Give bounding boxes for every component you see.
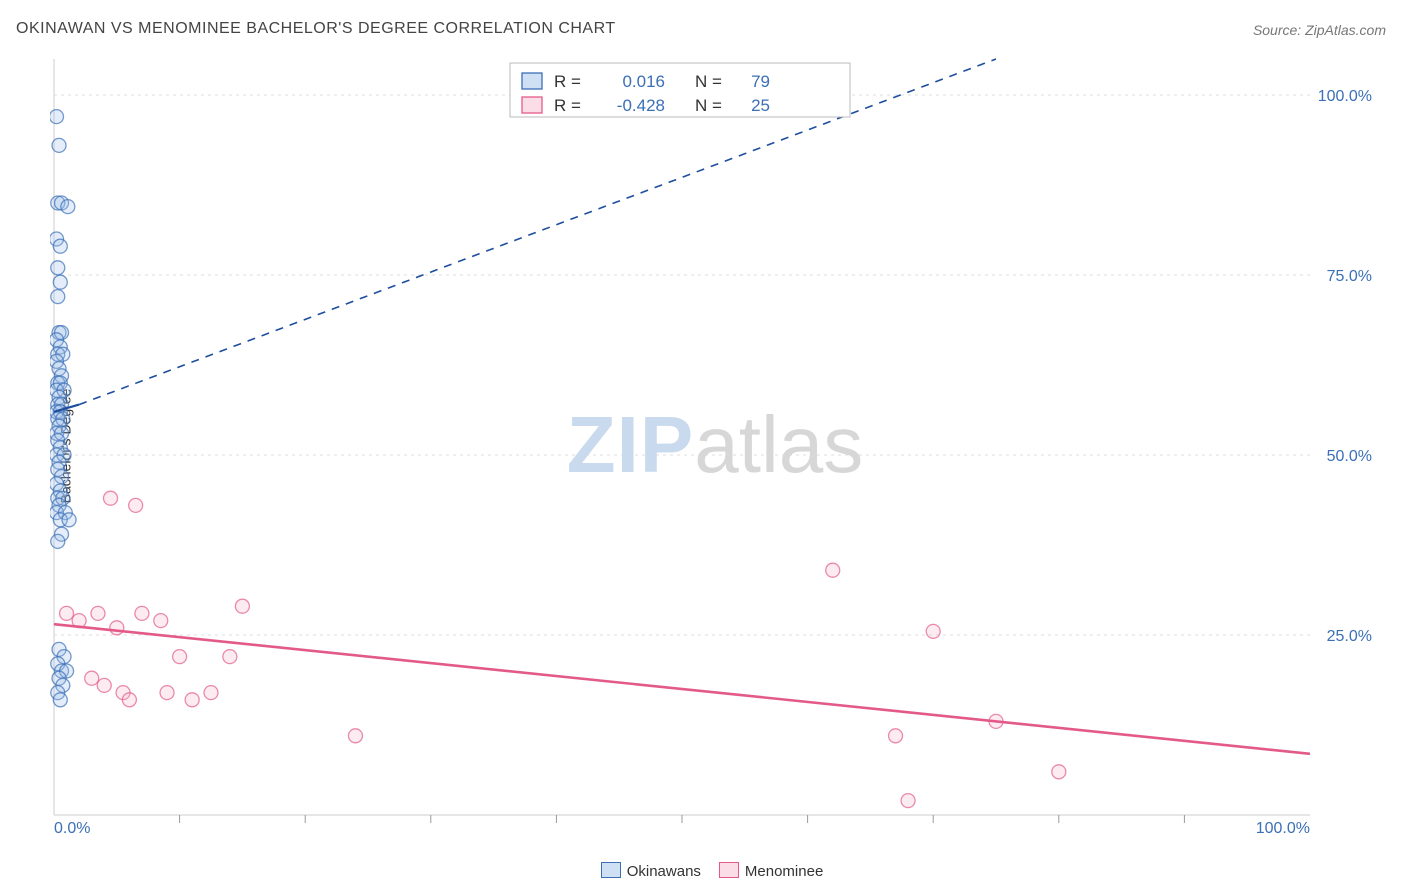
okinawans-point: [51, 261, 65, 275]
menominee-point: [110, 621, 124, 635]
r-label: R =: [554, 96, 581, 115]
menominee-swatch: [522, 97, 542, 113]
okinawans-point: [61, 200, 75, 214]
menominee-point: [826, 563, 840, 577]
menominee-point: [129, 498, 143, 512]
menominee-point: [85, 671, 99, 685]
r-label: R =: [554, 72, 581, 91]
menominee-trend: [54, 624, 1310, 754]
ytick-label: 50.0%: [1327, 448, 1372, 465]
scatter-plot: 25.0% 50.0% 75.0% 100.0% 0.0% 100.0% R = 0.016 N…: [50, 55, 1380, 835]
menominee-point: [135, 606, 149, 620]
okinawans-r-value: 0.016: [622, 72, 665, 91]
menominee-point: [154, 614, 168, 628]
menominee-point: [60, 606, 74, 620]
chart-title: OKINAWAN VS MENOMINEE BACHELOR'S DEGREE …: [16, 20, 616, 38]
x-right-label: 100.0%: [1256, 820, 1310, 835]
okinawans-swatch: [522, 73, 542, 89]
okinawans-n-value: 79: [751, 72, 770, 91]
menominee-point: [235, 599, 249, 613]
source-prefix: Source:: [1253, 22, 1305, 38]
okinawans-point: [53, 239, 67, 253]
menominee-point: [104, 491, 118, 505]
menominee-point: [889, 729, 903, 743]
ytick-label: 25.0%: [1327, 628, 1372, 645]
menominee-point: [173, 650, 187, 664]
menominee-point: [348, 729, 362, 743]
x-left-label: 0.0%: [54, 820, 90, 835]
okinawans-point: [62, 513, 76, 527]
okinawans-legend-label: Okinawans: [627, 863, 701, 880]
n-label: N =: [695, 96, 722, 115]
menominee-point: [91, 606, 105, 620]
menominee-point: [901, 794, 915, 808]
ytick-label: 75.0%: [1327, 268, 1372, 285]
okinawans-legend-swatch: [601, 862, 621, 878]
menominee-point: [160, 686, 174, 700]
menominee-point: [1052, 765, 1066, 779]
menominee-r-value: -0.428: [617, 96, 665, 115]
okinawans-point: [53, 693, 67, 707]
okinawans-point: [52, 138, 66, 152]
menominee-legend-label: Menominee: [745, 863, 823, 880]
okinawans-point: [50, 110, 64, 124]
ytick-label: 100.0%: [1318, 88, 1372, 105]
source-attribution: Source: ZipAtlas.com: [1253, 22, 1386, 38]
bottom-legend: Okinawans Menominee: [0, 862, 1406, 880]
menominee-point: [223, 650, 237, 664]
plot-svg: 25.0% 50.0% 75.0% 100.0% 0.0% 100.0% R = 0.016 N…: [50, 55, 1380, 835]
n-label: N =: [695, 72, 722, 91]
menominee-point: [204, 686, 218, 700]
okinawans-point: [51, 534, 65, 548]
menominee-legend-swatch: [719, 862, 739, 878]
okinawans-point: [51, 290, 65, 304]
menominee-point: [185, 693, 199, 707]
menominee-point: [97, 678, 111, 692]
menominee-point: [122, 693, 136, 707]
okinawans-point: [53, 275, 67, 289]
source-name: ZipAtlas.com: [1305, 22, 1386, 38]
menominee-point: [926, 624, 940, 638]
menominee-n-value: 25: [751, 96, 770, 115]
